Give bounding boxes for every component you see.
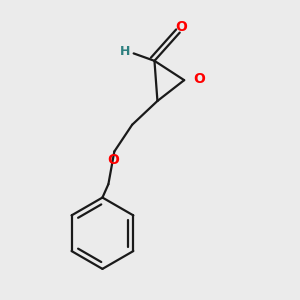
- Text: H: H: [119, 45, 130, 58]
- Text: O: O: [193, 72, 205, 86]
- Text: O: O: [107, 153, 119, 167]
- Text: O: O: [175, 20, 187, 34]
